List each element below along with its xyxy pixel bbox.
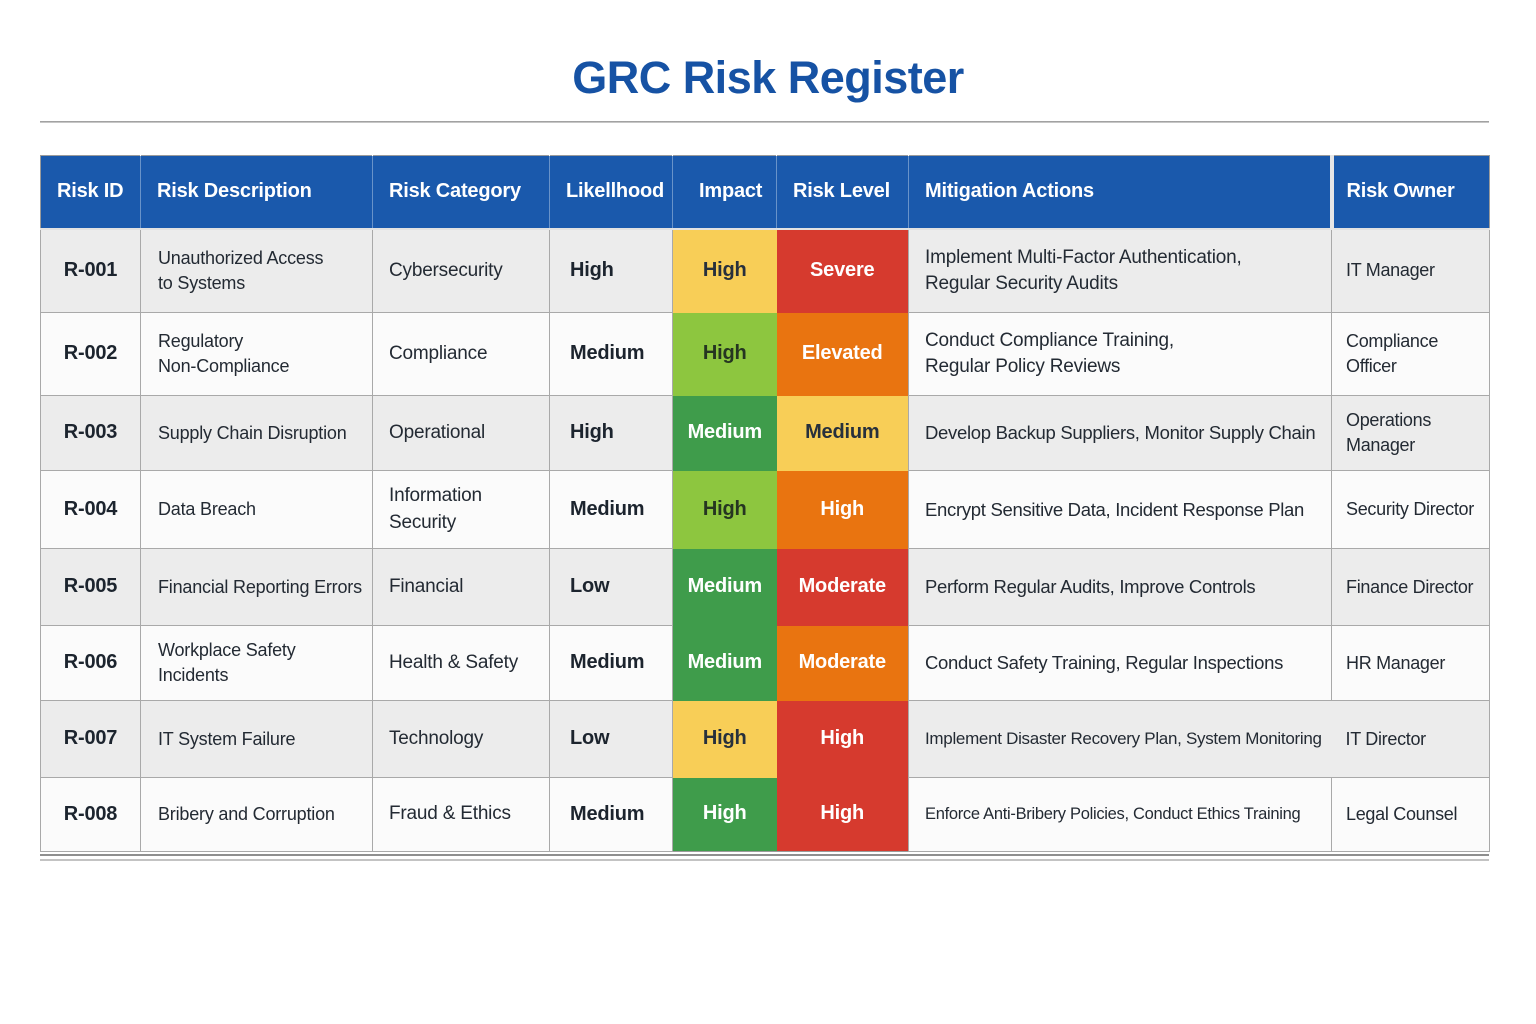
likelihood-cell: Low (549, 700, 673, 778)
risk-level-cell: Severe (776, 228, 909, 313)
header-likelihood: Likellhood (549, 155, 673, 230)
page-title: GRC Risk Register (572, 52, 964, 103)
risk-level-cell: Moderate (776, 625, 909, 701)
impact-cell: High (672, 777, 777, 852)
header-risk-owner: Risk Owner (1329, 155, 1490, 230)
risk-level-cell: High (776, 700, 909, 778)
mitigation-actions-cell: Implement Multi-Factor Authentication, R… (908, 228, 1332, 313)
risk-description-cell: Supply Chain Disruption (140, 395, 373, 471)
table-body: R-001 Unauthorized Access to Systems Cyb… (40, 228, 1490, 852)
risk-owner-cell: Security Director (1331, 470, 1490, 549)
likelihood-cell: Medium (549, 312, 673, 396)
table-bottom-rule-dark (40, 854, 1489, 856)
risk-level-cell: Elevated (776, 312, 909, 396)
mitigation-actions-cell: Encrypt Sensitive Data, Incident Respons… (908, 470, 1332, 549)
likelihood-cell: Low (549, 548, 673, 626)
table-row: R-001 Unauthorized Access to Systems Cyb… (40, 228, 1490, 313)
header-risk-id: Risk ID (40, 155, 141, 230)
table-bottom-rule-light (40, 859, 1489, 861)
risk-register-table: Risk ID Risk Description Risk Category L… (40, 155, 1490, 852)
risk-description-cell: Unauthorized Access to Systems (140, 228, 373, 313)
risk-category-cell: Fraud & Ethics (372, 777, 550, 852)
header-mitigation-actions: Mitigation Actions (908, 155, 1332, 230)
table-header: Risk ID Risk Description Risk Category L… (40, 155, 1490, 230)
risk-description-cell: IT System Failure (140, 700, 373, 778)
header-risk-description: Risk Description (140, 155, 373, 230)
risk-level-cell: High (776, 777, 909, 852)
risk-level-cell: High (776, 470, 909, 549)
risk-id-cell: R-003 (40, 395, 141, 471)
risk-description-cell: Bribery and Corruption (140, 777, 373, 852)
risk-owner-cell: IT Director (1331, 700, 1490, 778)
header-risk-category: Risk Category (372, 155, 550, 230)
risk-description-cell: Regulatory Non-Compliance (140, 312, 373, 396)
risk-description-cell: Data Breach (140, 470, 373, 549)
header-row: Risk ID Risk Description Risk Category L… (40, 155, 1490, 230)
title-divider (40, 121, 1489, 123)
risk-id-cell: R-001 (40, 228, 141, 313)
risk-category-cell: Financial (372, 548, 550, 626)
risk-owner-cell: Legal Counsel (1331, 777, 1490, 852)
mitigation-actions-cell: Enforce Anti-Bribery Policies, Conduct E… (908, 777, 1332, 852)
risk-owner-cell: IT Manager (1331, 228, 1490, 313)
risk-id-cell: R-007 (40, 700, 141, 778)
mitigation-actions-cell: Perform Regular Audits, Improve Controls (908, 548, 1332, 626)
risk-id-cell: R-002 (40, 312, 141, 396)
risk-level-cell: Medium (776, 395, 909, 471)
likelihood-cell: High (549, 395, 673, 471)
impact-cell: Medium (672, 548, 777, 626)
likelihood-cell: Medium (549, 470, 673, 549)
table-row: R-003 Supply Chain Disruption Operationa… (40, 395, 1490, 471)
table-row: R-004 Data Breach Information Security M… (40, 470, 1490, 549)
risk-id-cell: R-006 (40, 625, 141, 701)
risk-category-cell: Technology (372, 700, 550, 778)
impact-cell: High (672, 700, 777, 778)
table-row: R-006 Workplace Safety Incidents Health … (40, 625, 1490, 701)
risk-owner-cell: Compliance Officer (1331, 312, 1490, 396)
likelihood-cell: Medium (549, 625, 673, 701)
impact-cell: Medium (672, 395, 777, 471)
risk-level-cell: Moderate (776, 548, 909, 626)
risk-category-cell: Operational (372, 395, 550, 471)
risk-description-cell: Workplace Safety Incidents (140, 625, 373, 701)
impact-cell: Medium (672, 625, 777, 701)
risk-id-cell: R-005 (40, 548, 141, 626)
impact-cell: High (672, 470, 777, 549)
mitigation-actions-cell: Develop Backup Suppliers, Monitor Supply… (908, 395, 1332, 471)
table-row: R-007 IT System Failure Technology Low H… (40, 700, 1490, 778)
header-impact: Impact (672, 155, 777, 230)
risk-id-cell: R-008 (40, 777, 141, 852)
header-risk-level: Risk Level (776, 155, 909, 230)
risk-category-cell: Health & Safety (372, 625, 550, 701)
risk-description-cell: Financial Reporting Errors (140, 548, 373, 626)
risk-category-cell: Cybersecurity (372, 228, 550, 313)
impact-cell: High (672, 228, 777, 313)
likelihood-cell: High (549, 228, 673, 313)
impact-cell: High (672, 312, 777, 396)
likelihood-cell: Medium (549, 777, 673, 852)
mitigation-actions-cell: Conduct Compliance Training, Regular Pol… (908, 312, 1332, 396)
table-row: R-005 Financial Reporting Errors Financi… (40, 548, 1490, 626)
risk-owner-cell: Operations Manager (1331, 395, 1490, 471)
risk-owner-cell: HR Manager (1331, 625, 1490, 701)
mitigation-actions-cell: Implement Disaster Recovery Plan, System… (908, 700, 1332, 778)
risk-category-cell: Information Security (372, 470, 550, 549)
mitigation-actions-cell: Conduct Safety Training, Regular Inspect… (908, 625, 1332, 701)
risk-id-cell: R-004 (40, 470, 141, 549)
risk-register-table-wrap: Risk ID Risk Description Risk Category L… (40, 155, 1490, 861)
risk-category-cell: Compliance (372, 312, 550, 396)
table-row: R-008 Bribery and Corruption Fraud & Eth… (40, 777, 1490, 852)
risk-owner-cell: Finance Director (1331, 548, 1490, 626)
table-row: R-002 Regulatory Non-Compliance Complian… (40, 312, 1490, 396)
